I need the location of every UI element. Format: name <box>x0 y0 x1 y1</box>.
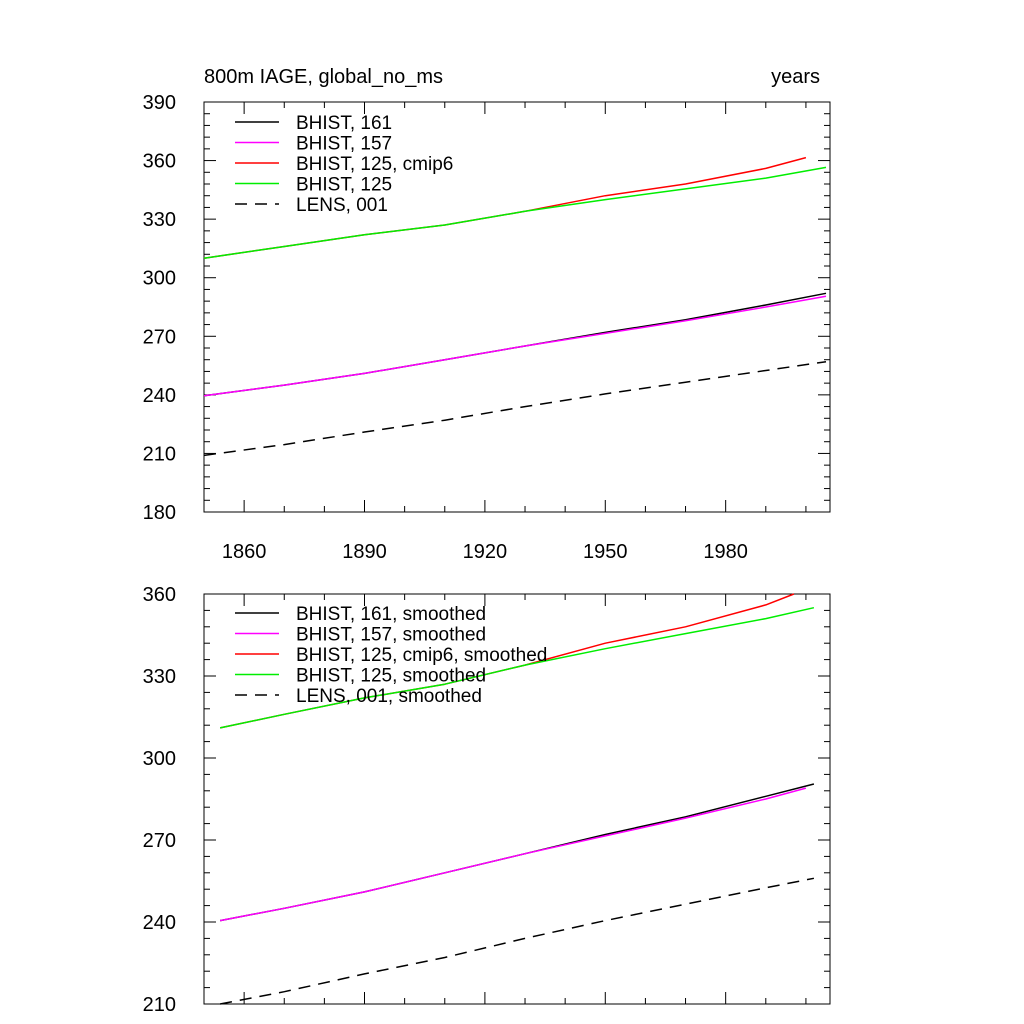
chart-units-label: years <box>771 66 820 88</box>
series-line-1 <box>219 783 815 922</box>
top-panel: 1860 1890 1920 1950 1980 180 210 240 270 300 330 36… <box>143 92 831 563</box>
legend-label: LENS, 001, smoothed <box>296 686 482 707</box>
series-line-1 <box>203 292 827 397</box>
series-line-4 <box>219 606 815 729</box>
y-tick-label: 270 <box>143 326 176 348</box>
series-line-2 <box>203 295 827 397</box>
y-tick-label: 210 <box>143 994 176 1016</box>
y-tick-label: 360 <box>143 584 176 606</box>
y-tick-label: 330 <box>143 666 176 688</box>
y-tick-label: 270 <box>143 830 176 852</box>
x-tick-label: 1980 <box>703 541 748 563</box>
chart-title: 800m IAGE, global_no_ms <box>204 66 443 88</box>
legend-label: LENS, 001 <box>296 195 388 216</box>
series-line-4 <box>203 166 827 259</box>
y-tick-label: 390 <box>143 92 176 114</box>
series-line-3 <box>203 156 807 259</box>
y-tick-label: 300 <box>143 268 176 290</box>
x-tick-label: 1860 <box>222 541 267 563</box>
x-tick-label: 1950 <box>583 541 628 563</box>
plot-frame <box>203 593 831 1005</box>
y-tick-label: 300 <box>143 748 176 770</box>
y-tick-label: 330 <box>143 209 176 231</box>
legend-label: BHIST, 125, cmip6, smoothed <box>296 645 547 666</box>
legend-label: BHIST, 161 <box>296 113 392 134</box>
legend-label: BHIST, 125, smoothed <box>296 666 486 687</box>
legend-label: BHIST, 161, smoothed <box>296 604 486 625</box>
y-tick-label: 180 <box>143 502 176 524</box>
legend-label: BHIST, 125, cmip6 <box>296 154 453 175</box>
series-line-2 <box>219 787 807 922</box>
y-tick-label: 240 <box>143 385 176 407</box>
series-line-5 <box>219 877 815 1005</box>
legend-label: BHIST, 157 <box>296 134 392 155</box>
x-tick-label: 1920 <box>463 541 508 563</box>
legend-label: BHIST, 157, smoothed <box>296 625 486 646</box>
x-tick-label: 1890 <box>342 541 387 563</box>
y-tick-label: 240 <box>143 912 176 934</box>
legend-label: BHIST, 125 <box>296 175 392 196</box>
series-line-5 <box>203 360 827 457</box>
y-tick-label: 210 <box>143 443 176 465</box>
y-tick-label: 360 <box>143 151 176 173</box>
plot-frame <box>203 101 831 513</box>
